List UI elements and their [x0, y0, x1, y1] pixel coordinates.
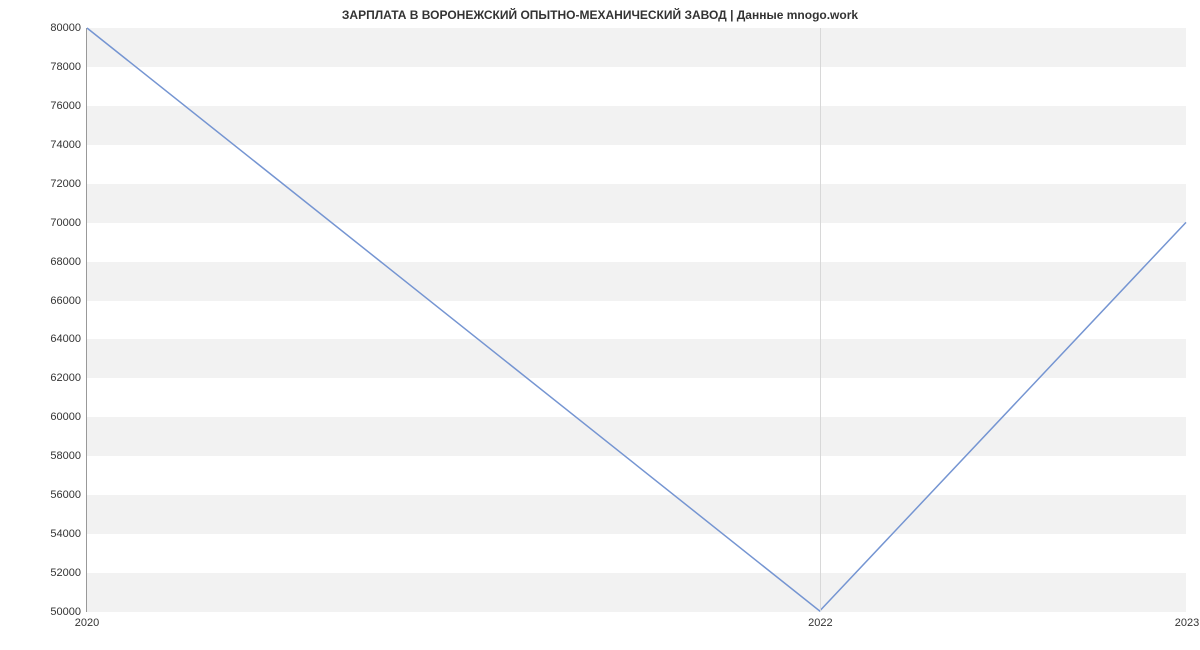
- y-tick-label: 80000: [50, 22, 81, 34]
- y-tick-label: 64000: [50, 333, 81, 345]
- y-tick-label: 60000: [50, 411, 81, 423]
- y-tick-label: 54000: [50, 528, 81, 540]
- x-tick-label: 2023: [1175, 617, 1199, 629]
- y-tick-label: 52000: [50, 567, 81, 579]
- y-tick-label: 62000: [50, 372, 81, 384]
- y-tick-label: 58000: [50, 450, 81, 462]
- x-gridline: [820, 28, 821, 611]
- x-tick-label: 2022: [808, 617, 832, 629]
- series-line-salary: [87, 28, 1186, 611]
- plot-area: 5000052000540005600058000600006200064000…: [86, 28, 1186, 612]
- x-tick-label: 2020: [75, 617, 99, 629]
- y-tick-label: 72000: [50, 178, 81, 190]
- chart-title: ЗАРПЛАТА В ВОРОНЕЖСКИЙ ОПЫТНО-МЕХАНИЧЕСК…: [0, 8, 1200, 22]
- y-tick-label: 76000: [50, 100, 81, 112]
- y-tick-label: 78000: [50, 61, 81, 73]
- y-tick-label: 74000: [50, 139, 81, 151]
- chart-svg: [87, 28, 1186, 611]
- y-tick-label: 66000: [50, 295, 81, 307]
- y-tick-label: 70000: [50, 217, 81, 229]
- y-tick-label: 56000: [50, 489, 81, 501]
- y-tick-label: 68000: [50, 256, 81, 268]
